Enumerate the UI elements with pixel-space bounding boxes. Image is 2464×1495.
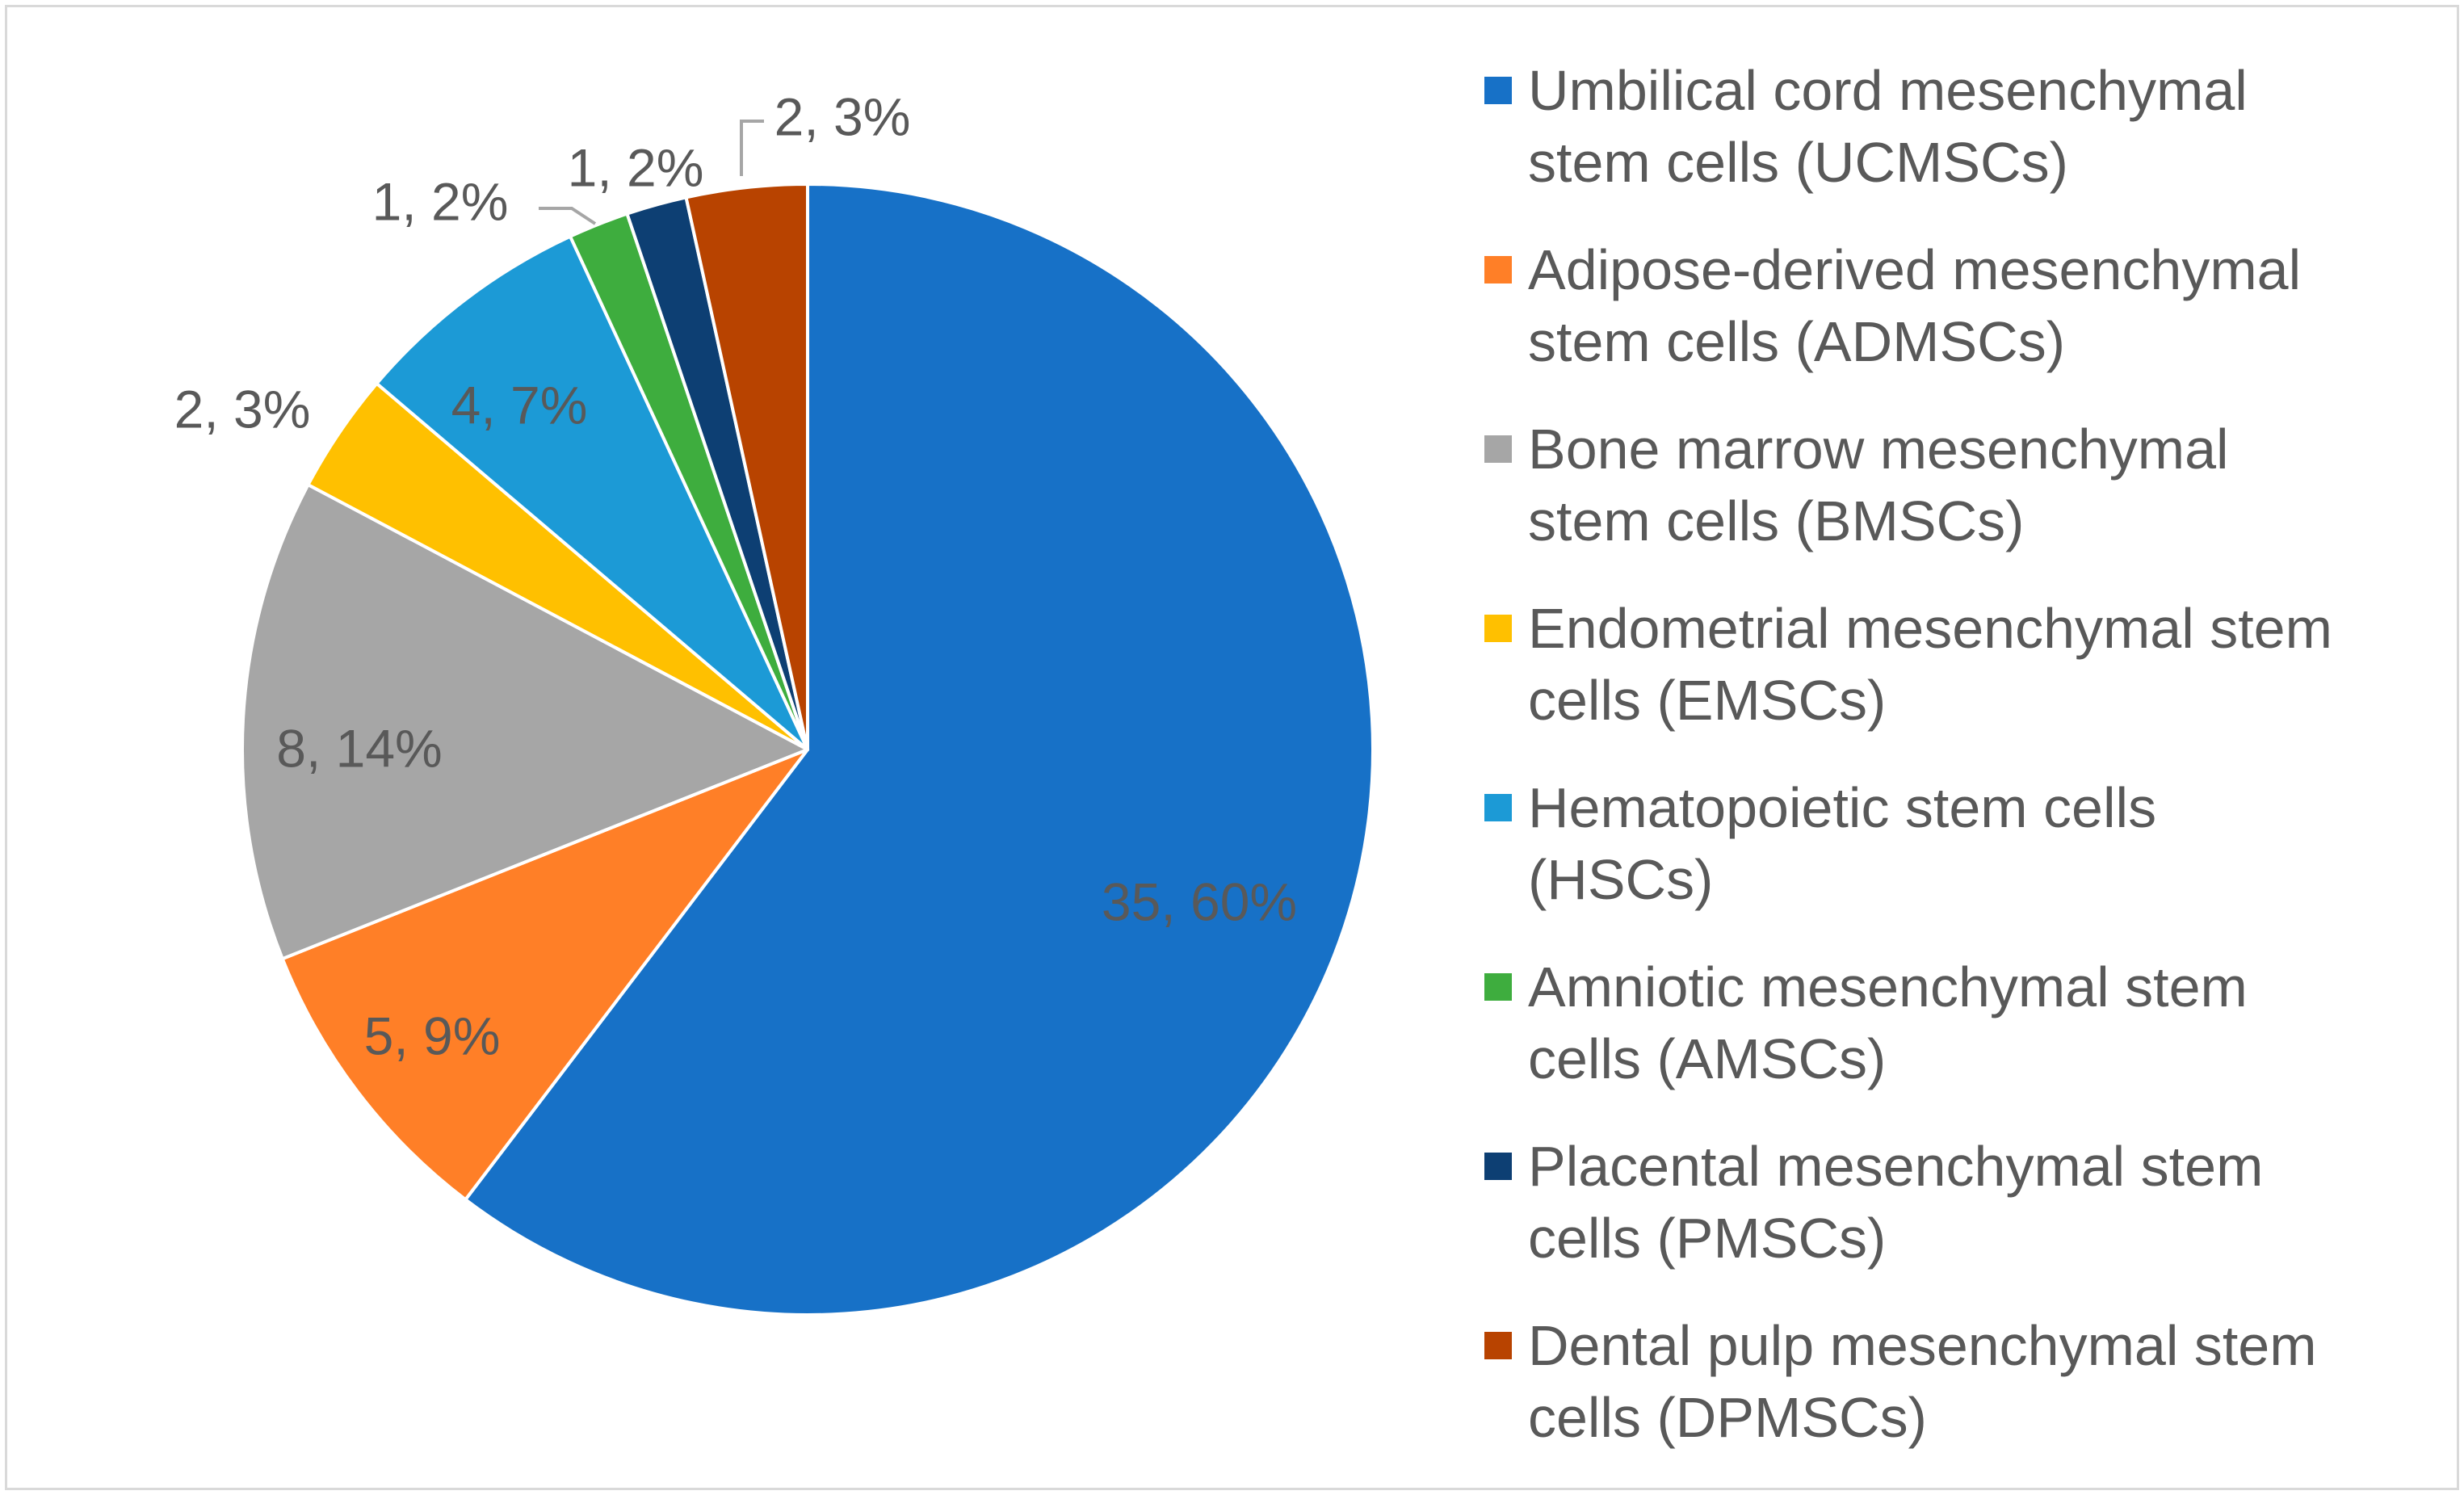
pie-slice-admsc (280, 748, 809, 1202)
legend-label-line: cells (AMSCs) (1528, 1027, 1886, 1090)
legend-label-line: Dental pulp mesenchymal stem (1528, 1314, 2317, 1377)
legend-item-ucmsc: Umbilical cord mesenchymal stem cells (UC… (1484, 59, 2248, 194)
legend-item-dpmsc: Dental pulp mesenchymal stem cells (DPMSC… (1484, 1314, 2317, 1449)
legend-label-line: Placental mesenchymal stem (1528, 1135, 2263, 1198)
data-label-ucmsc: 35, 60% (1102, 871, 1297, 931)
legend-swatch-pmsc (1484, 1153, 1512, 1180)
legend-label-pmsc: Placental mesenchymal stem cells (PMSCs) (1528, 1135, 2263, 1270)
leader-line-amsc (539, 207, 597, 225)
data-label-dpmsc: 2, 3% (774, 86, 911, 146)
legend-swatch-emsc (1484, 615, 1512, 642)
legend-item-admsc: Adipose-derived mesenchymal stem cells (A… (1484, 238, 2301, 373)
legend-swatch-dpmsc (1484, 1332, 1512, 1359)
leader-line-dpmsc (740, 120, 764, 176)
legend-item-pmsc: Placental mesenchymal stem cells (PMSCs) (1484, 1135, 2263, 1270)
pie-slices (241, 183, 1375, 1317)
pie-slice-bmsc (241, 483, 809, 961)
data-label-pmsc: 1, 2% (568, 137, 704, 197)
legend-label-line: stem cells (UCMSCs) (1528, 131, 2068, 194)
legend-label-bmsc: Bone marrow mesenchymal stem cells (BMSCs… (1528, 418, 2229, 552)
legend-label-line: cells (DPMSCs) (1528, 1386, 1927, 1449)
data-label-emsc: 2, 3% (174, 379, 311, 439)
legend-label-line: stem cells (ADMSCs) (1528, 310, 2065, 373)
legend-label-line: cells (EMSCs) (1528, 669, 1886, 732)
legend-label-line: Hematopoietic stem cells (1528, 776, 2156, 839)
pie-slice-dpmsc (684, 183, 809, 751)
legend-label-line: Bone marrow mesenchymal (1528, 418, 2229, 481)
data-label-bmsc: 8, 14% (276, 718, 442, 778)
legend-label-line: Endometrial mesenchymal stem (1528, 597, 2332, 660)
legend-swatch-amsc (1484, 973, 1512, 1001)
legend: Umbilical cord mesenchymal stem cells (UC… (1484, 59, 2332, 1449)
legend-label-amsc: Amniotic mesenchymal stem cells (AMSCs) (1528, 955, 2248, 1090)
legend-label-ucmsc: Umbilical cord mesenchymal stem cells (UC… (1528, 59, 2248, 194)
legend-swatch-ucmsc (1484, 77, 1512, 104)
data-label-amsc: 1, 2% (372, 171, 509, 231)
legend-label-dpmsc: Dental pulp mesenchymal stem cells (DPMSC… (1528, 1314, 2317, 1449)
legend-label-line: Umbilical cord mesenchymal (1528, 59, 2248, 122)
legend-item-hsc: Hematopoietic stem cells (HSCs) (1484, 776, 2156, 911)
legend-item-bmsc: Bone marrow mesenchymal stem cells (BMSCs… (1484, 418, 2229, 552)
legend-label-line: stem cells (BMSCs) (1528, 489, 2024, 552)
legend-label-hsc: Hematopoietic stem cells (HSCs) (1528, 776, 2156, 911)
legend-label-line: Amniotic mesenchymal stem (1528, 955, 2248, 1018)
data-label-hsc: 4, 7% (451, 375, 588, 435)
legend-label-admsc: Adipose-derived mesenchymal stem cells (A… (1528, 238, 2301, 373)
legend-label-line: Adipose-derived mesenchymal (1528, 238, 2301, 301)
legend-item-amsc: Amniotic mesenchymal stem cells (AMSCs) (1484, 955, 2248, 1090)
leader-lines (539, 120, 764, 225)
legend-label-emsc: Endometrial mesenchymal stem cells (EMSCs… (1528, 597, 2332, 732)
data-label-admsc: 5, 9% (364, 1006, 501, 1065)
legend-swatch-hsc (1484, 794, 1512, 821)
legend-swatch-admsc (1484, 256, 1512, 283)
legend-label-line: cells (PMSCs) (1528, 1207, 1886, 1270)
pie-slice-ucmsc (464, 183, 1375, 1317)
pie-slice-hsc (375, 234, 809, 751)
data-labels: 35, 60% 5, 9% 8, 14% 2, 3% 4, 7% 1, 2% 1, 2% 2,… (174, 86, 1297, 1065)
legend-swatch-bmsc (1484, 435, 1512, 463)
legend-item-emsc: Endometrial mesenchymal stem cells (EMSCs… (1484, 597, 2332, 732)
legend-label-line: (HSCs) (1528, 848, 1713, 911)
